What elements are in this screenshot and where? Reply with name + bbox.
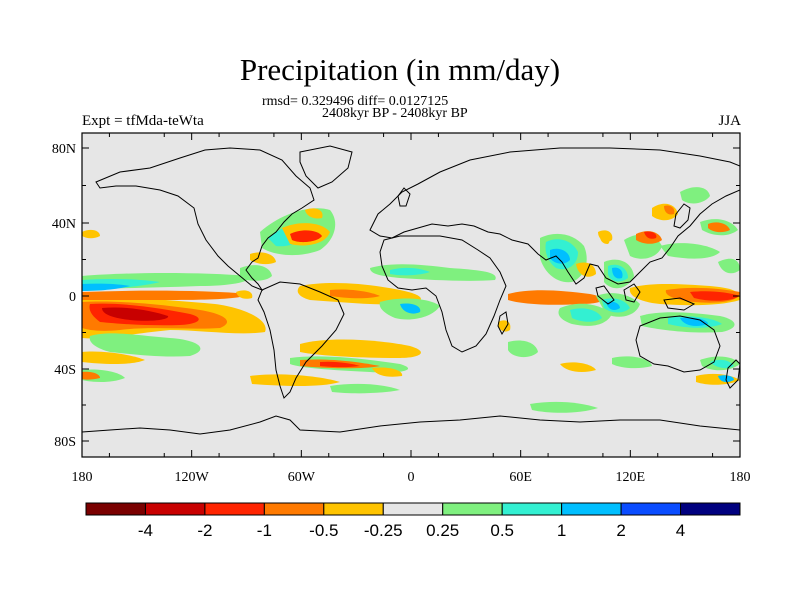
anomaly-patch [508, 340, 538, 358]
lat-tick-label: 80N [52, 142, 76, 157]
lat-tick-label: 40S [54, 363, 76, 378]
anomaly-patch [400, 303, 421, 314]
rmsd-diff-stats: rmsd= 0.329496 diff= 0.0127125 [262, 94, 449, 109]
coastline-north-america [95, 147, 315, 292]
anomaly-patch [82, 290, 250, 300]
coastline-sumatra [595, 285, 615, 305]
lon-tick-label: 60W [288, 470, 316, 485]
colorbar-swatch [85, 502, 146, 516]
coastline-eurasia [369, 147, 740, 285]
coastline-australia [635, 315, 721, 373]
anomaly-patch [530, 401, 598, 413]
anomaly-patch [708, 222, 730, 233]
coastline-new-guinea [663, 297, 696, 311]
colorbar-swatch [323, 502, 384, 516]
experiment-label: Expt = tfMda-teWta [82, 113, 204, 129]
coastline-antarctica [82, 415, 740, 435]
anomaly-patch [330, 289, 380, 299]
anomaly-patch [330, 383, 400, 394]
coastline-borneo [623, 283, 641, 303]
anomaly-patch [372, 367, 403, 377]
colorbar-swatch [680, 502, 741, 516]
anomaly-patch [664, 205, 675, 215]
anomaly-patch [290, 230, 322, 243]
colorbar-swatch [144, 502, 206, 516]
anomaly-patch [498, 320, 511, 332]
anomaly-patch [82, 351, 145, 364]
anomaly-patch [612, 356, 652, 369]
colorbar-swatch [204, 502, 265, 516]
anomaly-patch [690, 291, 740, 301]
lon-tick-label: 180 [72, 470, 93, 485]
anomaly-patch [680, 317, 708, 326]
anomaly-patch [644, 231, 657, 239]
coastline-uk [397, 187, 411, 207]
anomaly-patch [250, 252, 276, 265]
colorbar: -4 -2 -1 -0.5 -0.25 0.25 0.5 1 2 4 [85, 502, 741, 540]
anomaly-patch [390, 267, 430, 276]
lon-tick-label: 60E [509, 470, 532, 485]
colorbar-label: -0.5 [309, 521, 338, 540]
anomaly-patch [508, 290, 603, 305]
coastline-new-zealand [725, 359, 740, 389]
lat-tick-label: 0 [69, 290, 76, 305]
lat-tick-label: 40N [52, 217, 76, 232]
colorbar-label: 0.5 [490, 521, 514, 540]
colorbar-label: 0.25 [426, 521, 459, 540]
anomaly-patch [600, 235, 610, 244]
colorbar-swatch [561, 502, 622, 516]
coastlines [82, 145, 740, 435]
coastline-africa [379, 235, 507, 353]
anomaly-patch [236, 290, 253, 299]
anomaly-patch [82, 283, 130, 291]
anomaly-patch [612, 267, 623, 279]
colorbar-swatch [442, 502, 503, 516]
colorbar-label: -0.25 [364, 521, 403, 540]
anomaly-patch [560, 362, 596, 372]
colorbar-swatch [382, 502, 444, 516]
anomaly-patch [718, 258, 740, 274]
anomaly-patch [606, 301, 620, 310]
coastline-japan [673, 203, 691, 229]
anomaly-patch [300, 339, 421, 358]
anomaly-patch [660, 243, 720, 259]
coastline-greenland [299, 145, 353, 189]
colorbar-label: 4 [676, 521, 685, 540]
colorbar-swatch [263, 502, 325, 516]
colorbar-swatch [620, 502, 682, 516]
coastline-madagascar [497, 311, 509, 336]
anomaly-patch [240, 265, 272, 281]
anomaly-patch [82, 371, 100, 380]
colorbar-label: 1 [557, 521, 566, 540]
anomaly-patch [570, 308, 602, 322]
colorbar-label: -2 [197, 521, 212, 540]
lon-tick-label: 180 [730, 470, 751, 485]
longitude-axis: 180 120W 60W 0 60E 120E 180 [72, 133, 751, 485]
anomaly-patch [710, 359, 734, 369]
season-label: JJA [718, 113, 741, 129]
colorbar-label: -4 [138, 521, 153, 540]
lat-tick-label: 80S [54, 435, 76, 450]
anomaly-patch [680, 187, 710, 204]
lon-tick-label: 0 [408, 470, 415, 485]
anomaly-patch [576, 262, 596, 277]
anomaly-patch [102, 307, 169, 321]
lon-tick-label: 120W [175, 470, 210, 485]
anomaly-patch [550, 248, 570, 264]
time-period-label: 2408kyr BP - 2408kyr BP [322, 106, 468, 121]
plot-title: Precipitation (in mm/day) [239, 52, 561, 87]
anomaly-patch [82, 229, 100, 239]
colorbar-label: -1 [257, 521, 272, 540]
lon-tick-label: 120E [616, 470, 646, 485]
colorbar-label: 2 [616, 521, 625, 540]
colorbar-swatch [501, 502, 563, 516]
coastline-south-america [257, 281, 345, 399]
anomaly-patch [305, 208, 323, 219]
anomaly-patch [89, 333, 201, 357]
anomaly-field [82, 187, 740, 413]
anomaly-patch [320, 361, 360, 368]
latitude-axis: 80N 40N 0 40S 80S [52, 142, 740, 450]
